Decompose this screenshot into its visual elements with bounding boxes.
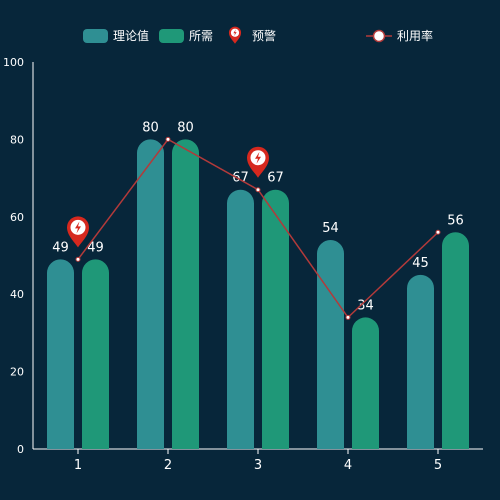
lightning-icon <box>75 221 81 234</box>
bar-theoretical <box>47 259 74 449</box>
legend-label-required: 所需 <box>189 29 213 43</box>
bar-required <box>442 232 469 449</box>
bar-theoretical <box>227 189 254 449</box>
y-tick-label: 60 <box>10 211 24 224</box>
utilization-point <box>165 136 171 142</box>
data-label-theoretical: 49 <box>52 240 69 255</box>
bar-required <box>82 259 109 449</box>
y-tick-label: 100 <box>3 56 24 69</box>
data-label-required: 49 <box>87 240 104 255</box>
lightning-icon <box>255 151 261 164</box>
data-label-required: 34 <box>357 298 374 313</box>
legend-item-utilization[interactable]: 利用率 <box>366 28 433 43</box>
bar-theoretical <box>317 240 344 449</box>
legend: 理论值 所需 预警 利用率 <box>83 26 433 44</box>
legend-label-utilization: 利用率 <box>397 28 433 43</box>
bars <box>47 139 469 449</box>
bar-theoretical <box>137 139 164 449</box>
bar-required <box>172 139 199 449</box>
x-tick-label: 4 <box>344 458 352 473</box>
data-label-required: 56 <box>447 213 464 228</box>
legend-marker-utilization <box>372 29 386 43</box>
y-tick-label: 40 <box>10 288 24 301</box>
data-label-required: 80 <box>177 120 194 135</box>
data-label-theoretical: 80 <box>142 120 159 135</box>
legend-item-required[interactable]: 所需 <box>159 29 213 43</box>
warning-pins <box>67 146 269 248</box>
legend-swatch-theoretical <box>83 29 108 43</box>
bar-theoretical <box>407 274 434 449</box>
utilization-point <box>75 256 81 262</box>
bar-required <box>262 189 289 449</box>
y-tick-label: 20 <box>10 366 24 379</box>
legend-warning-pin-icon <box>228 26 242 44</box>
utilization-point <box>255 187 261 193</box>
x-tick-label: 3 <box>254 458 262 473</box>
utilization-point <box>435 229 441 235</box>
legend-item-warning[interactable]: 预警 <box>228 26 276 44</box>
x-tick-label: 1 <box>74 458 82 473</box>
utilization-line-layer <box>75 136 441 320</box>
x-tick-label: 2 <box>164 458 172 473</box>
utilization-point <box>345 314 351 320</box>
bar-required <box>352 317 379 449</box>
legend-label-theoretical: 理论值 <box>113 28 149 43</box>
legend-swatch-required <box>159 29 184 43</box>
data-label-theoretical: 54 <box>322 221 339 236</box>
legend-label-warning: 预警 <box>252 28 276 43</box>
data-label-theoretical: 45 <box>412 256 429 271</box>
legend-item-theoretical[interactable]: 理论值 <box>83 28 149 43</box>
warning-pin-icon <box>67 216 89 248</box>
x-tick-label: 5 <box>434 458 442 473</box>
warning-pin-icon <box>247 146 269 178</box>
y-tick-label: 0 <box>17 443 24 456</box>
y-tick-label: 80 <box>10 133 24 146</box>
data-label-required: 67 <box>267 171 284 186</box>
